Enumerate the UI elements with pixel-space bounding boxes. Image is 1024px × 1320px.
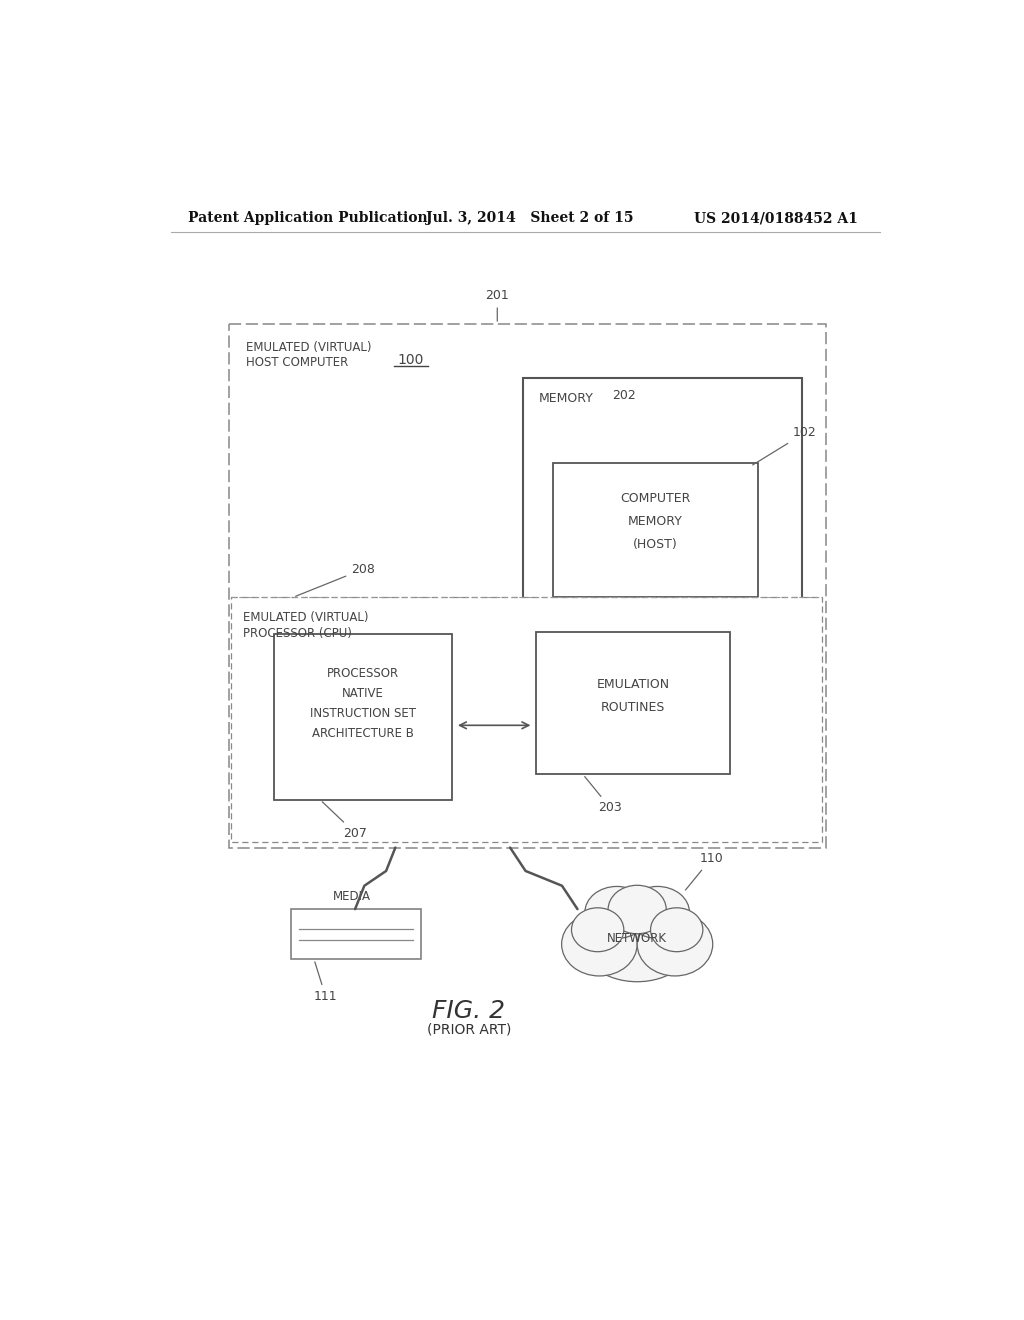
Text: 202: 202: [612, 388, 636, 401]
Text: ROUTINES: ROUTINES: [601, 701, 666, 714]
Text: 203: 203: [585, 776, 623, 814]
Text: 110: 110: [685, 853, 723, 890]
Text: MEMORY: MEMORY: [628, 515, 682, 528]
Text: Jul. 3, 2014   Sheet 2 of 15: Jul. 3, 2014 Sheet 2 of 15: [426, 211, 634, 226]
Ellipse shape: [561, 912, 637, 975]
Text: 111: 111: [313, 962, 338, 1003]
Bar: [231, 597, 821, 842]
Text: 201: 201: [485, 289, 509, 321]
Text: (HOST): (HOST): [633, 539, 677, 550]
Ellipse shape: [626, 887, 689, 939]
Text: 207: 207: [323, 801, 368, 840]
Text: NETWORK: NETWORK: [607, 932, 668, 945]
Text: Patent Application Publication: Patent Application Publication: [188, 211, 428, 226]
Ellipse shape: [571, 908, 624, 952]
Bar: [273, 635, 452, 800]
Text: EMULATED (VIRTUAL): EMULATED (VIRTUAL): [243, 611, 369, 624]
Text: HOST COMPUTER: HOST COMPUTER: [246, 356, 348, 370]
Ellipse shape: [579, 895, 695, 982]
Text: ARCHITECTURE B: ARCHITECTURE B: [312, 726, 414, 739]
Bar: [228, 323, 825, 847]
Ellipse shape: [585, 887, 649, 939]
Text: PROCESSOR (CPU): PROCESSOR (CPU): [243, 627, 351, 640]
Text: 102: 102: [753, 426, 817, 465]
Ellipse shape: [650, 908, 702, 952]
Bar: [291, 909, 421, 960]
Text: 208: 208: [296, 562, 375, 597]
Text: MEDIA: MEDIA: [333, 890, 371, 903]
Text: EMULATED (VIRTUAL): EMULATED (VIRTUAL): [246, 341, 372, 354]
Bar: [523, 378, 802, 682]
Text: 100: 100: [397, 354, 424, 367]
Text: FIG. 2: FIG. 2: [432, 999, 506, 1023]
Text: US 2014/0188452 A1: US 2014/0188452 A1: [693, 211, 858, 226]
Text: NATIVE: NATIVE: [342, 686, 384, 700]
Text: (PRIOR ART): (PRIOR ART): [427, 1022, 511, 1036]
Text: INSTRUCTION SET: INSTRUCTION SET: [310, 706, 416, 719]
Bar: [553, 462, 758, 597]
Text: PROCESSOR: PROCESSOR: [327, 667, 399, 680]
Text: MEMORY: MEMORY: [539, 392, 594, 405]
Text: COMPUTER: COMPUTER: [620, 492, 690, 504]
Bar: [537, 632, 730, 775]
Ellipse shape: [608, 886, 667, 933]
Text: EMULATION: EMULATION: [597, 678, 670, 692]
Ellipse shape: [637, 912, 713, 975]
